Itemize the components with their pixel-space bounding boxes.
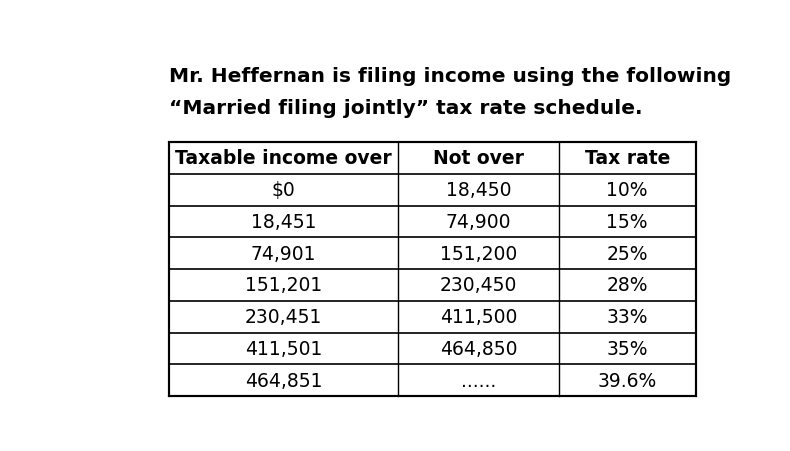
Text: 464,851: 464,851 — [245, 371, 322, 390]
Text: $0: $0 — [272, 181, 295, 200]
Text: ......: ...... — [461, 371, 496, 390]
Text: 411,501: 411,501 — [245, 339, 322, 358]
Text: Not over: Not over — [433, 149, 524, 168]
Text: 230,450: 230,450 — [440, 276, 517, 295]
Text: 74,900: 74,900 — [446, 212, 511, 231]
Text: 151,200: 151,200 — [440, 244, 517, 263]
Bar — [169, 143, 696, 396]
Text: 151,201: 151,201 — [245, 276, 322, 295]
Text: 464,850: 464,850 — [440, 339, 517, 358]
Text: 25%: 25% — [607, 244, 648, 263]
Text: 15%: 15% — [607, 212, 648, 231]
Text: Tax rate: Tax rate — [585, 149, 670, 168]
Text: 39.6%: 39.6% — [597, 371, 656, 390]
Text: 18,451: 18,451 — [251, 212, 317, 231]
Text: Mr. Heffernan is filing income using the following: Mr. Heffernan is filing income using the… — [169, 67, 732, 86]
Text: 230,451: 230,451 — [245, 308, 322, 327]
Text: “Married filing jointly” tax rate schedule.: “Married filing jointly” tax rate schedu… — [169, 98, 642, 117]
Text: Taxable income over: Taxable income over — [175, 149, 392, 168]
Text: 10%: 10% — [607, 181, 648, 200]
Text: 35%: 35% — [607, 339, 648, 358]
Text: 74,901: 74,901 — [251, 244, 317, 263]
Text: 18,450: 18,450 — [446, 181, 511, 200]
Text: 33%: 33% — [607, 308, 648, 327]
Text: 411,500: 411,500 — [440, 308, 517, 327]
Text: 28%: 28% — [607, 276, 648, 295]
